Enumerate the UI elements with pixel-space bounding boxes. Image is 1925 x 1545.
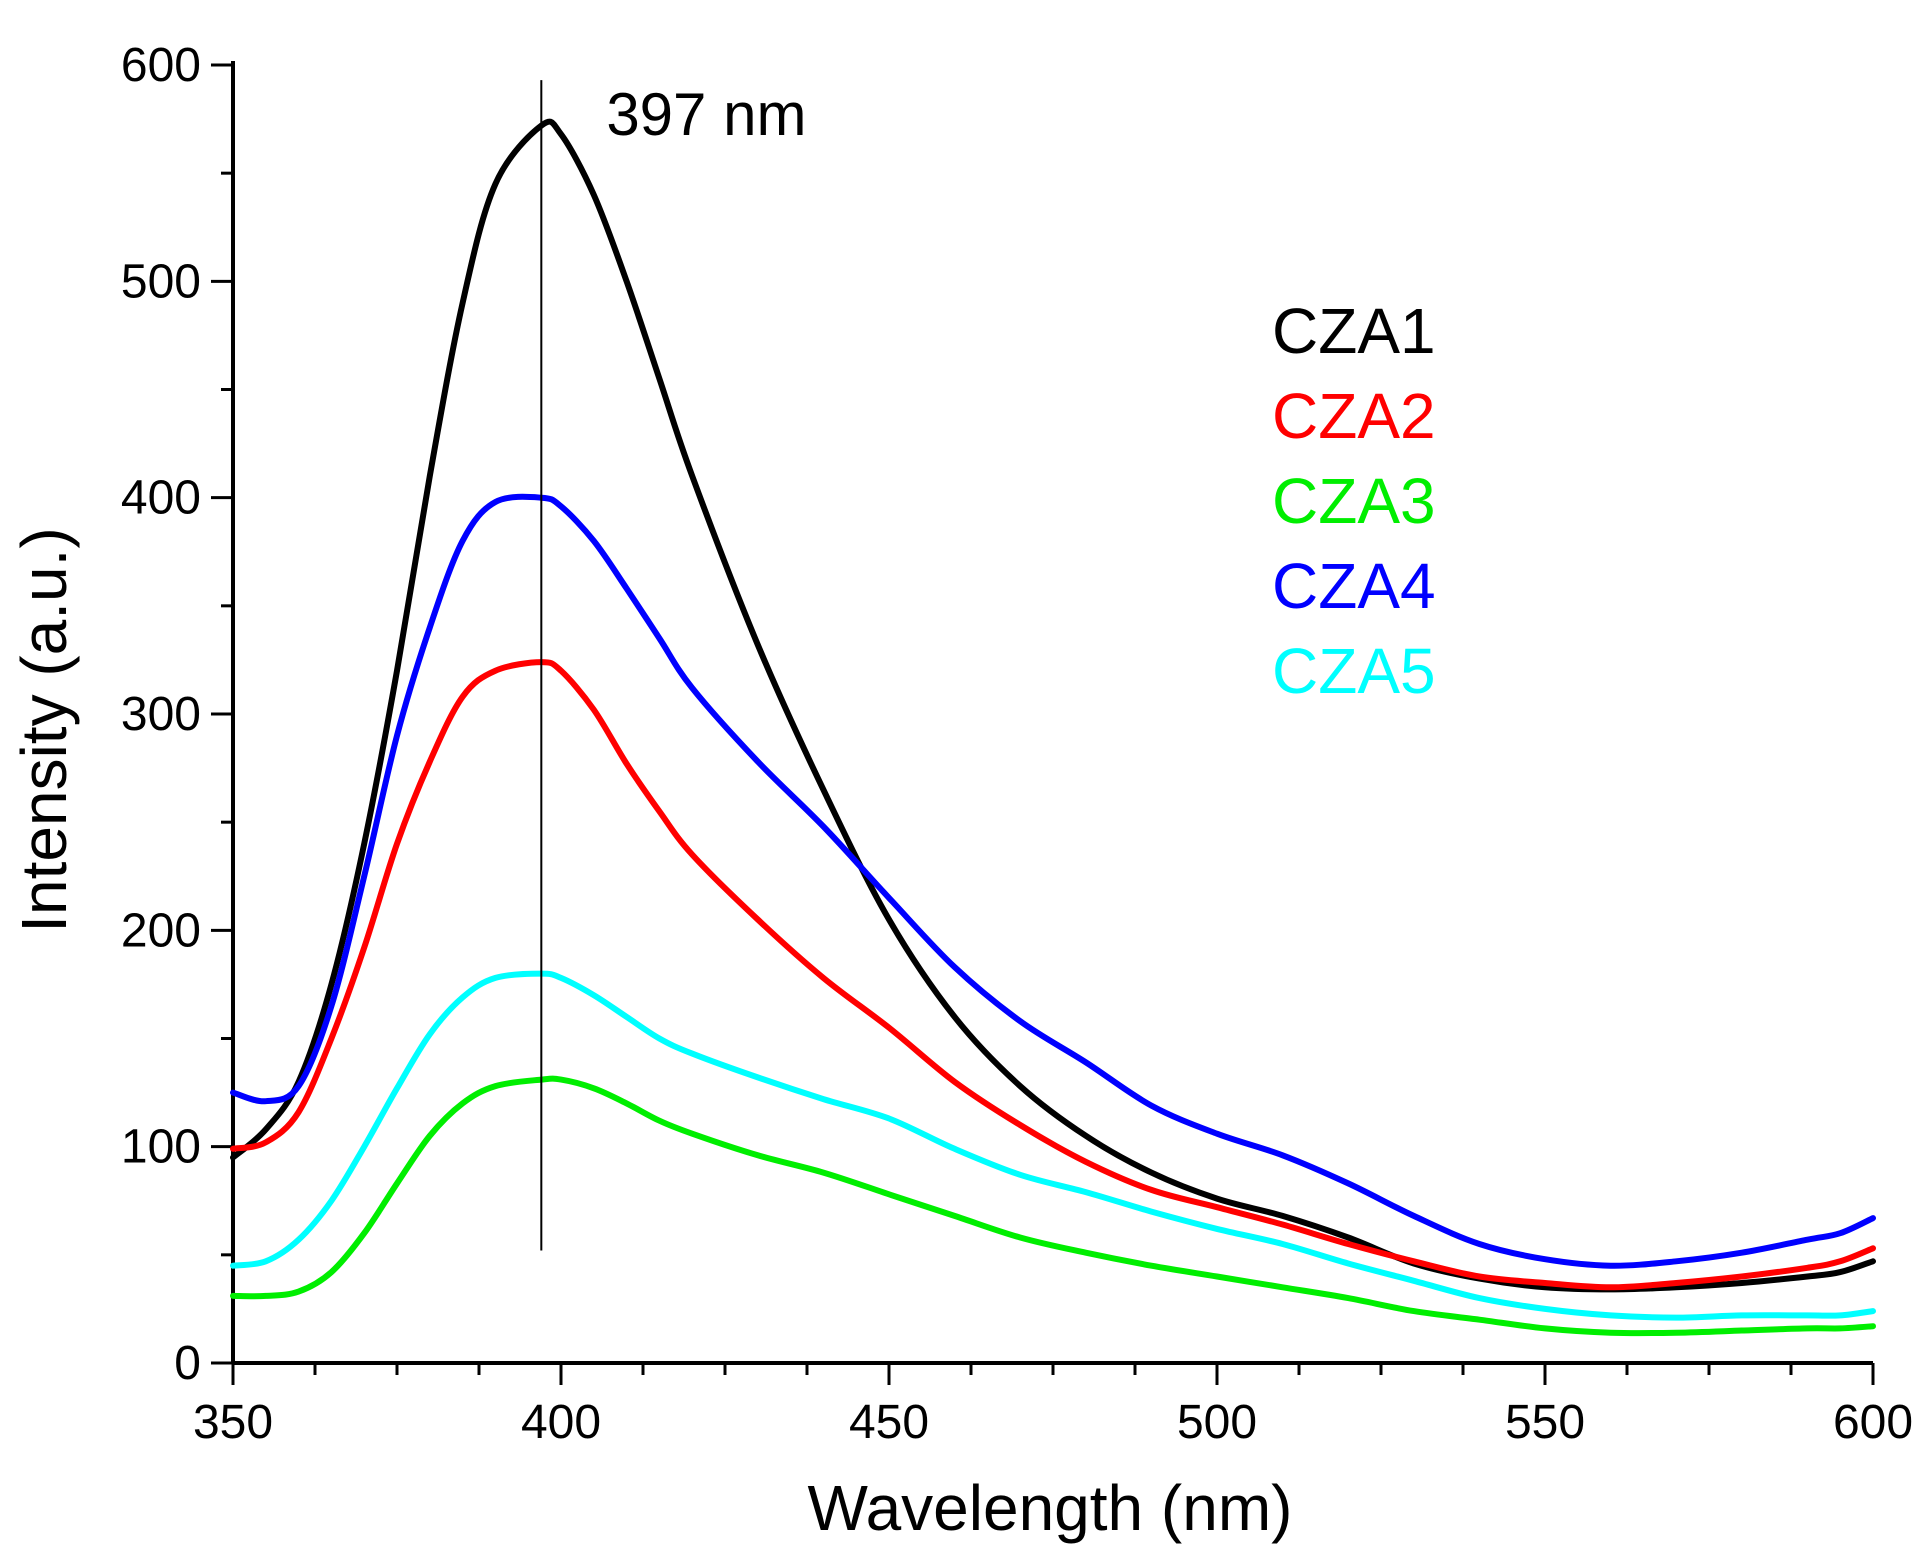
series-line-cza4 bbox=[230, 493, 1876, 1269]
x-tick-label: 350 bbox=[193, 1396, 273, 1449]
y-tick-label: 500 bbox=[121, 255, 201, 308]
legend: CZA1 CZA2 CZA3 CZA4 CZA5 bbox=[1272, 295, 1436, 707]
legend-entry-cza3: CZA3 bbox=[1272, 465, 1436, 537]
y-tick-label: 100 bbox=[121, 1121, 201, 1174]
x-tick-label: 450 bbox=[849, 1396, 929, 1449]
x-tick-label: 400 bbox=[521, 1396, 601, 1449]
series-line-cza1 bbox=[230, 118, 1876, 1293]
legend-entry-cza5: CZA5 bbox=[1272, 635, 1436, 707]
series-line-cza3 bbox=[230, 1075, 1876, 1337]
y-axis-label: Intensity (a.u.) bbox=[8, 527, 80, 933]
y-tick-label: 300 bbox=[121, 688, 201, 741]
series-layer bbox=[230, 118, 1876, 1337]
x-axis-label: Wavelength (nm) bbox=[808, 1472, 1293, 1544]
x-tick-label: 500 bbox=[1177, 1396, 1257, 1449]
y-tick-label: 400 bbox=[121, 472, 201, 525]
series-line-cza2 bbox=[230, 659, 1876, 1291]
axes: 350 400 450 500 550 600 0 100 200 300 400 500 600 bbox=[121, 39, 1913, 1449]
x-tick-label: 600 bbox=[1833, 1396, 1913, 1449]
y-tick-label: 200 bbox=[121, 904, 201, 957]
y-tick-label: 0 bbox=[174, 1337, 201, 1390]
peak-annotation-label: 397 nm bbox=[606, 81, 806, 148]
annotation-layer: 397 nm bbox=[540, 80, 806, 1251]
legend-entry-cza2: CZA2 bbox=[1272, 380, 1436, 452]
series-line-cza5 bbox=[230, 970, 1876, 1321]
x-tick-label: 550 bbox=[1505, 1396, 1585, 1449]
legend-entry-cza4: CZA4 bbox=[1272, 550, 1436, 622]
legend-entry-cza1: CZA1 bbox=[1272, 295, 1436, 367]
y-tick-label: 600 bbox=[121, 39, 201, 92]
